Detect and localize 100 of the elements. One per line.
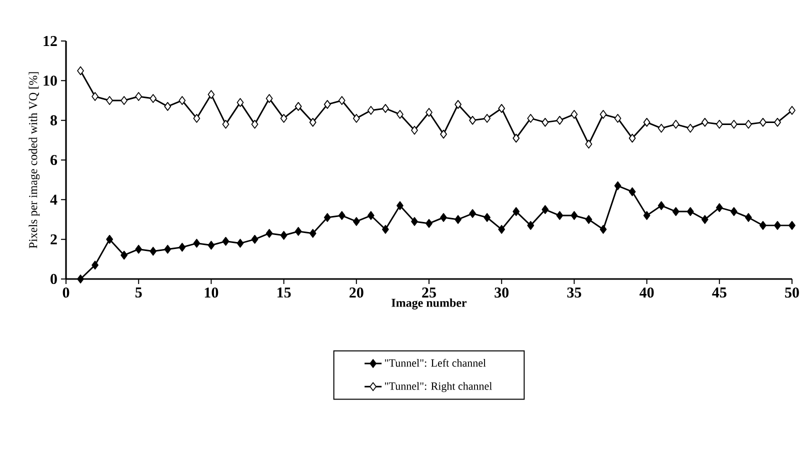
x-tick-label: 45 (712, 288, 726, 298)
point (512, 134, 520, 143)
point (788, 106, 796, 115)
point (208, 240, 215, 250)
point (585, 215, 592, 224)
point (716, 120, 723, 129)
point (701, 215, 708, 224)
point (251, 120, 258, 129)
point (614, 181, 622, 190)
y-tick-label: 12 (44, 36, 57, 46)
point (411, 217, 418, 226)
point (600, 224, 607, 234)
point (469, 209, 476, 218)
point (484, 213, 491, 222)
point (120, 96, 128, 105)
point (324, 100, 331, 109)
point (426, 219, 432, 228)
point (106, 234, 114, 244)
point (338, 211, 346, 220)
point (760, 220, 766, 230)
point (512, 207, 520, 216)
point (628, 134, 636, 143)
point (440, 213, 447, 222)
point (382, 104, 389, 113)
point (774, 118, 781, 127)
x-tick-label: 15 (278, 288, 291, 298)
point (614, 114, 622, 123)
point (498, 104, 506, 113)
point (498, 224, 506, 234)
point (338, 96, 346, 105)
y-tick-label: 10 (44, 76, 57, 86)
point (774, 220, 781, 230)
point (309, 118, 316, 127)
y-tick-label: 0 (50, 274, 57, 284)
point (440, 130, 447, 139)
point (324, 213, 331, 222)
point (542, 118, 549, 127)
point (266, 94, 273, 103)
point (77, 274, 84, 284)
point (527, 114, 534, 123)
point (280, 114, 288, 123)
point (367, 211, 374, 220)
point (745, 213, 752, 222)
point (309, 228, 316, 238)
point (760, 118, 766, 127)
y-tick-label: 2 (50, 234, 57, 244)
x-tick-label: 50 (785, 288, 799, 298)
point (367, 106, 374, 115)
point (106, 96, 114, 105)
point (164, 102, 172, 111)
point (164, 244, 172, 254)
point (135, 92, 142, 101)
y-tick-label: 8 (50, 115, 57, 126)
point (382, 224, 389, 234)
x-tick-label: 25 (422, 288, 436, 298)
x-tick-label: 40 (640, 288, 654, 298)
point (222, 236, 230, 246)
point (193, 114, 200, 123)
point (178, 96, 186, 105)
x-axis-title: Image number (392, 298, 467, 310)
legend-label: "Tunnel": Right channel (385, 382, 492, 392)
point (788, 220, 796, 230)
legend-label: "Tunnel": Left channel (385, 358, 486, 367)
point (178, 242, 186, 252)
y-tick-label: 4 (50, 194, 58, 205)
x-tick-label: 0 (62, 288, 70, 298)
point (469, 116, 476, 125)
point (556, 211, 564, 220)
point (208, 90, 215, 99)
point (484, 114, 491, 123)
x-tick-label: 20 (350, 288, 364, 298)
point (600, 110, 607, 119)
point (686, 124, 694, 133)
point (77, 66, 84, 76)
point (426, 108, 432, 117)
point (585, 140, 592, 149)
point (193, 238, 200, 248)
point (222, 120, 230, 129)
y-tick-label: 6 (50, 154, 58, 166)
point (280, 230, 288, 240)
point (730, 207, 738, 216)
x-tick-label: 35 (567, 288, 582, 298)
point (643, 211, 650, 220)
point (92, 92, 98, 101)
point (454, 100, 462, 109)
point (352, 217, 360, 226)
point (672, 120, 680, 129)
point (527, 220, 534, 230)
point (686, 207, 694, 216)
point (352, 114, 360, 123)
point (730, 120, 738, 129)
y-axis-title: Pixels per image coded with VQ [%] (28, 72, 40, 248)
point (92, 260, 98, 270)
point (658, 201, 665, 210)
point (570, 110, 578, 119)
point (701, 118, 708, 127)
point (150, 246, 157, 256)
x-tick-label: 10 (204, 288, 218, 298)
point (454, 215, 462, 224)
point (716, 203, 723, 212)
